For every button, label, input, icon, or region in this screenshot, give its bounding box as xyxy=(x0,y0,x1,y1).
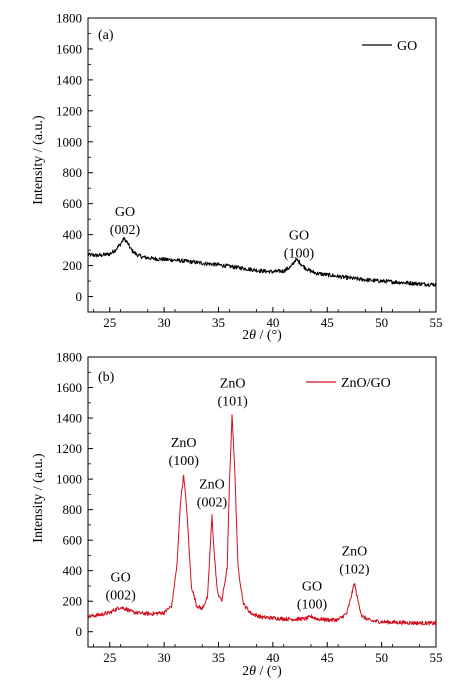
y-tick-label: 1400 xyxy=(56,411,82,426)
x-tick-label: 40 xyxy=(266,315,279,330)
panel-a: (a) GO 2θ / (°) Intensity / (a.u.) 25 30 3… xyxy=(31,11,443,344)
peak-annotation-index: (101) xyxy=(217,395,248,410)
series-line xyxy=(87,414,437,626)
x-tick-label: 40 xyxy=(266,650,279,665)
y-tick-label: 0 xyxy=(76,624,83,639)
peak-annotation-phase: ZnO xyxy=(171,436,197,451)
peak-annotation-index: (100) xyxy=(297,598,328,613)
series-line xyxy=(87,237,437,287)
peak-annotation-phase: ZnO xyxy=(342,544,368,559)
y-tick-label: 0 xyxy=(76,289,83,304)
peak-annotation-index: (002) xyxy=(197,495,228,510)
peak-annotation-phase: GO xyxy=(111,570,131,585)
peak-annotation-phase: GO xyxy=(289,228,309,243)
x-tick-label: 50 xyxy=(375,650,388,665)
x-axis-label: 2θ / (°) xyxy=(242,328,282,343)
peak-annotation-index: (100) xyxy=(284,246,315,261)
y-tick-label: 1200 xyxy=(56,441,82,456)
plot-frame xyxy=(87,17,437,313)
y-tick-label: 200 xyxy=(63,594,83,609)
y-tick-label: 1800 xyxy=(56,11,82,26)
y-axis-label: Intensity / (a.u.) xyxy=(31,115,46,205)
y-tick-label: 600 xyxy=(63,196,83,211)
peak-annotation-index: (100) xyxy=(169,454,200,469)
legend-label: GO xyxy=(397,39,417,54)
x-tick-label: 30 xyxy=(158,315,171,330)
legend: GO xyxy=(362,39,417,54)
y-tick-label: 200 xyxy=(63,258,83,273)
y-tick-label: 1000 xyxy=(56,472,82,487)
peak-annotation-phase: GO xyxy=(302,580,322,595)
peak-annotation-index: (102) xyxy=(339,562,370,577)
panel-label: (a) xyxy=(98,28,114,43)
y-tick-label: 400 xyxy=(63,227,83,242)
y-tick-label: 1000 xyxy=(56,134,82,149)
x-tick-label: 55 xyxy=(430,315,443,330)
x-tick-label: 50 xyxy=(375,315,388,330)
plot-frame xyxy=(87,356,437,648)
peak-annotation-phase: GO xyxy=(115,205,135,220)
x-axis-label: 2θ / (°) xyxy=(242,664,282,679)
y-tick-label: 1400 xyxy=(56,72,82,87)
x-tick-label: 45 xyxy=(321,315,334,330)
y-tick-label: 1200 xyxy=(56,103,82,118)
y-tick-label: 1600 xyxy=(56,41,82,56)
peak-annotation-phase: ZnO xyxy=(220,377,246,392)
peak-annotation-phase: ZnO xyxy=(199,477,225,492)
panel-b: (b) ZnO/GO 2θ / (°) Intensity / (a.u.) 2… xyxy=(31,350,443,680)
x-tick-label: 45 xyxy=(321,650,334,665)
x-tick-label: 25 xyxy=(103,650,116,665)
y-tick-label: 1800 xyxy=(56,350,82,365)
legend-label: ZnO/GO xyxy=(341,376,391,391)
panel-label: (b) xyxy=(98,370,115,385)
x-tick-label: 35 xyxy=(212,650,225,665)
x-tick-label: 25 xyxy=(103,315,116,330)
x-tick-label: 30 xyxy=(158,650,171,665)
y-tick-label: 1600 xyxy=(56,380,82,395)
y-axis-label: Intensity / (a.u.) xyxy=(31,453,46,543)
y-tick-label: 600 xyxy=(63,533,83,548)
x-tick-label: 35 xyxy=(212,315,225,330)
peak-annotation-index: (002) xyxy=(105,588,136,603)
y-tick-label: 800 xyxy=(63,502,83,517)
legend: ZnO/GO xyxy=(306,376,391,391)
x-tick-label: 55 xyxy=(430,650,443,665)
y-tick-label: 400 xyxy=(63,563,83,578)
peak-annotation-index: (002) xyxy=(110,223,141,238)
y-tick-label: 800 xyxy=(63,165,83,180)
